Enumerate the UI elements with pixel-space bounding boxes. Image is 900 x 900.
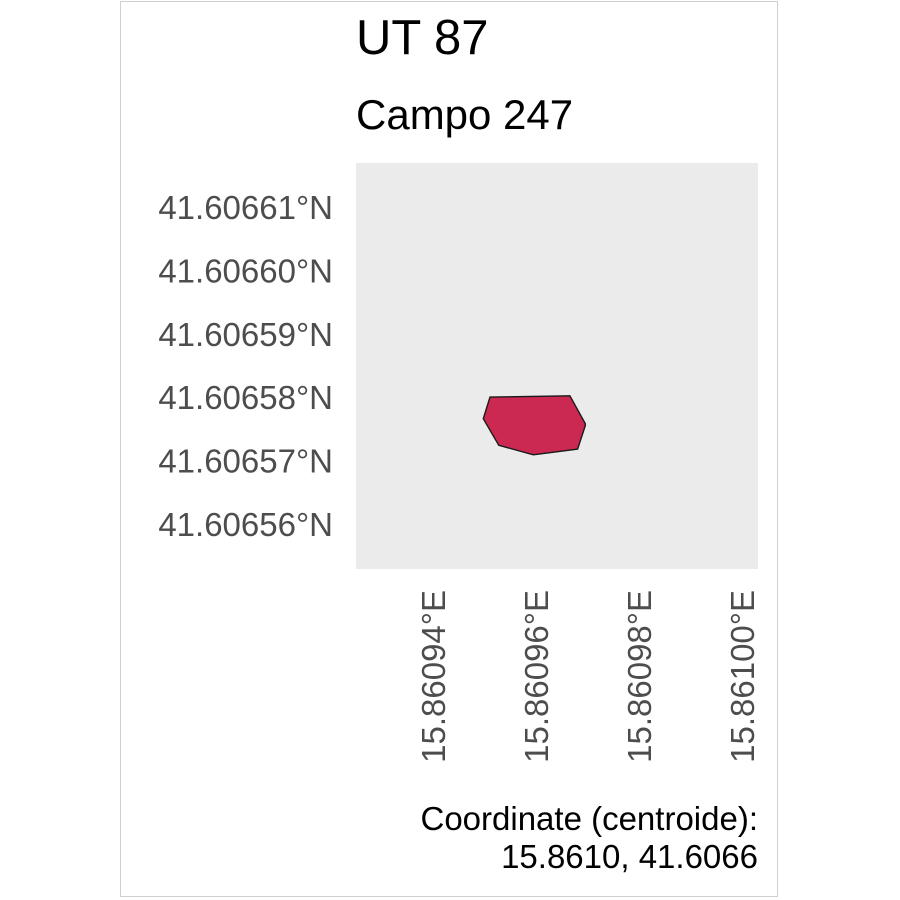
map-title: UT 87 [356, 11, 489, 65]
x-tick-label: 15.86100°E [724, 590, 761, 763]
x-tick-label: 15.86094°E [415, 590, 452, 763]
x-tick-label: 15.86098°E [621, 590, 658, 763]
y-tick-label: 41.60659°N [158, 316, 333, 353]
y-tick-label: 41.60656°N [158, 506, 333, 543]
figure-frame [120, 1, 778, 897]
y-tick-label: 41.60660°N [158, 252, 333, 289]
map-subtitle: Campo 247 [356, 91, 574, 138]
centroid-caption-line1: Coordinate (centroide): [420, 800, 758, 837]
map-panel [356, 163, 758, 569]
y-tick-labels: 41.60656°N 41.60657°N 41.60658°N 41.60659°N… [158, 189, 333, 543]
y-tick-label: 41.60657°N [158, 443, 333, 480]
x-tick-labels: 15.86094°E 15.86096°E 15.86098°E 15.86100°E [415, 590, 761, 763]
y-tick-label: 41.60661°N [158, 189, 333, 226]
centroid-caption-line2: 15.8610, 41.6066 [501, 838, 758, 875]
x-tick-label: 15.86096°E [518, 590, 555, 763]
centroid-caption: Coordinate (centroide): 15.8610, 41.6066 [420, 800, 758, 876]
y-tick-label: 41.60658°N [158, 379, 333, 416]
field-plot-polygon[interactable] [482, 395, 586, 456]
